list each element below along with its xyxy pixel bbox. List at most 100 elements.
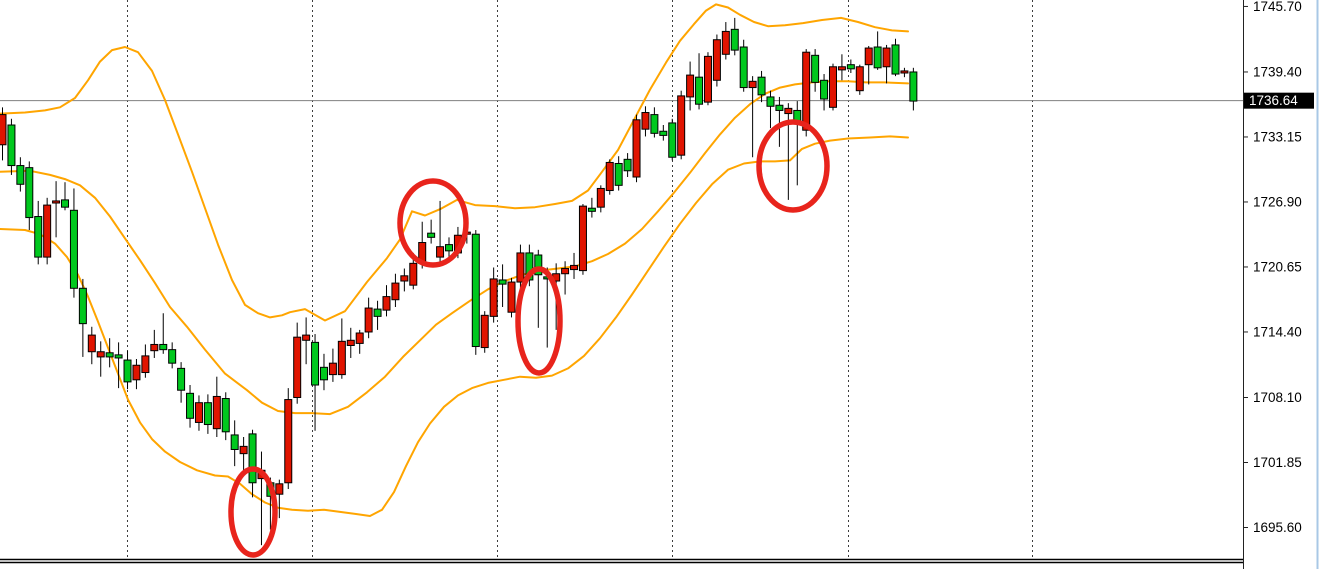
candle-bearish bbox=[114, 354, 123, 359]
candle-bullish bbox=[882, 47, 891, 68]
candle-bearish bbox=[775, 104, 784, 111]
candle-bearish bbox=[427, 232, 436, 238]
candle-bearish bbox=[105, 352, 114, 358]
candle-bullish bbox=[194, 402, 203, 423]
price-axis-label: 1726.90 bbox=[1253, 194, 1302, 209]
candle-bullish bbox=[677, 95, 686, 156]
candle-bearish bbox=[873, 46, 882, 69]
candle-bearish bbox=[471, 233, 480, 348]
candle-bearish bbox=[177, 367, 186, 391]
candle-bearish bbox=[230, 434, 239, 450]
candle-bearish bbox=[730, 28, 739, 51]
candle-bullish bbox=[382, 296, 391, 311]
price-axis-label: 1720.65 bbox=[1253, 259, 1302, 274]
candle-bullish bbox=[141, 355, 150, 374]
candle-bearish bbox=[248, 433, 257, 484]
candle-bullish bbox=[391, 282, 400, 301]
candle-bullish bbox=[516, 252, 525, 283]
candle-bullish bbox=[703, 55, 712, 103]
candle-bullish bbox=[52, 200, 61, 204]
candle-bearish bbox=[311, 341, 320, 386]
candle-bullish bbox=[364, 307, 373, 333]
candle-bullish bbox=[686, 74, 695, 98]
price-axis-label: 1695.60 bbox=[1253, 520, 1302, 535]
annotation-circle bbox=[228, 466, 278, 558]
candle-bearish bbox=[69, 209, 78, 289]
candle-bullish bbox=[409, 262, 418, 286]
candle-bearish bbox=[186, 392, 195, 419]
candle-bullish bbox=[400, 275, 409, 282]
price-axis-label: 1739.40 bbox=[1253, 64, 1302, 79]
candle-bullish bbox=[275, 483, 284, 495]
candle-bullish bbox=[150, 343, 159, 352]
candle-bullish bbox=[302, 334, 311, 341]
candle-bearish bbox=[525, 252, 534, 281]
candle-bearish bbox=[221, 398, 230, 433]
candle-bearish bbox=[668, 122, 677, 158]
current-price-tag bbox=[1244, 92, 1314, 109]
candle-bearish bbox=[25, 167, 34, 219]
candle-bearish bbox=[498, 279, 507, 285]
candle-bullish bbox=[855, 66, 864, 92]
candle-bullish bbox=[43, 204, 52, 258]
candle-bearish bbox=[319, 366, 328, 381]
candle-bullish bbox=[239, 445, 248, 455]
candle-bearish bbox=[61, 199, 70, 208]
bollinger-upper-band bbox=[0, 3, 909, 322]
candle-bearish bbox=[766, 96, 775, 107]
annotation-circle bbox=[756, 119, 830, 213]
price-axis-label: 1701.85 bbox=[1253, 455, 1302, 470]
price-axis-label: 1745.70 bbox=[1253, 0, 1302, 14]
candle-bearish bbox=[695, 76, 704, 105]
candle-bearish bbox=[614, 162, 623, 186]
candle-bullish bbox=[132, 364, 141, 381]
bollinger-lower-band bbox=[0, 135, 909, 517]
candle-bullish bbox=[346, 339, 355, 346]
current-price-tag-label: 1736.64 bbox=[1249, 93, 1298, 108]
candle-bullish bbox=[284, 399, 293, 484]
candle-bearish bbox=[78, 287, 87, 325]
candle-bullish bbox=[328, 362, 337, 376]
annotation-circle bbox=[397, 178, 469, 268]
candle-bullish bbox=[605, 161, 614, 192]
candle-bullish bbox=[436, 246, 445, 258]
price-axis-label: 1733.15 bbox=[1253, 129, 1302, 144]
candle-bullish bbox=[712, 39, 721, 81]
candle-bearish bbox=[650, 114, 659, 134]
candle-bullish bbox=[864, 47, 873, 66]
candle-bearish bbox=[16, 165, 25, 185]
candle-bearish bbox=[534, 254, 543, 276]
candle-bullish bbox=[355, 332, 364, 344]
candle-bearish bbox=[623, 158, 632, 172]
candle-bearish bbox=[739, 46, 748, 89]
candle-bearish bbox=[820, 79, 829, 100]
candle-bearish bbox=[203, 402, 212, 426]
candle-bullish bbox=[96, 351, 105, 358]
candle-bullish bbox=[480, 314, 489, 349]
candle-bearish bbox=[159, 343, 168, 351]
candle-bearish bbox=[659, 130, 668, 136]
candle-bullish bbox=[293, 336, 302, 398]
price-axis-label: 1708.10 bbox=[1253, 390, 1302, 405]
candle-bearish bbox=[909, 71, 918, 102]
candle-bullish bbox=[578, 205, 587, 272]
candle-bearish bbox=[587, 207, 596, 212]
candle-bearish bbox=[123, 359, 132, 383]
candle-bearish bbox=[168, 349, 177, 364]
candle-bearish bbox=[445, 244, 453, 252]
candle-bullish bbox=[596, 187, 605, 208]
candle-bullish bbox=[212, 395, 221, 430]
candle-bullish bbox=[570, 264, 579, 271]
candle-bullish bbox=[632, 119, 641, 178]
candle-bearish bbox=[811, 54, 820, 83]
candle-bullish bbox=[784, 107, 793, 115]
candle-bullish bbox=[900, 70, 909, 74]
candle-bearish bbox=[34, 216, 43, 258]
candle-bearish bbox=[757, 76, 766, 96]
candle-bullish bbox=[0, 114, 7, 146]
candle-bullish bbox=[489, 278, 498, 317]
candle-bearish bbox=[846, 64, 855, 70]
candle-bullish bbox=[87, 334, 96, 353]
